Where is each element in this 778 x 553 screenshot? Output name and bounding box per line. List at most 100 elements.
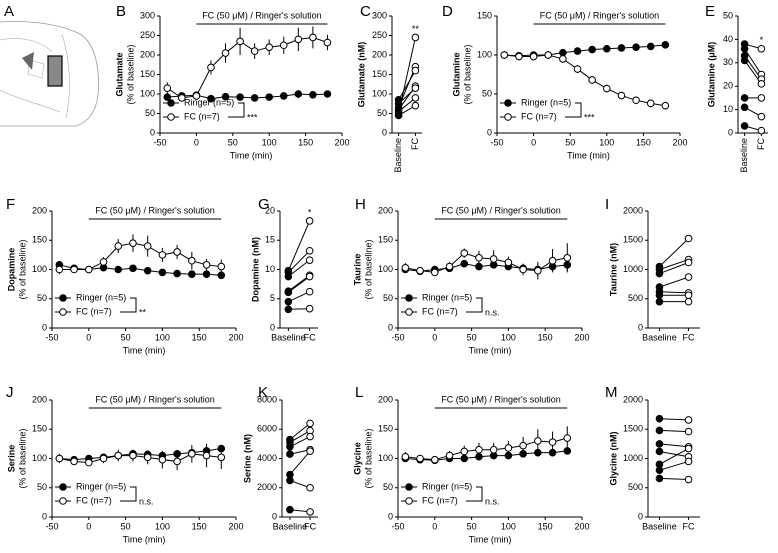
significance-label: * [308, 207, 312, 217]
y-axis-label: Glutamate [114, 52, 124, 96]
panel-letter: H [355, 196, 366, 213]
data-point [306, 483, 314, 492]
data-point [548, 438, 557, 446]
y-tick-label: 8000 [257, 394, 277, 404]
data-point [221, 49, 230, 57]
data-point [515, 52, 523, 61]
legend-marker [405, 483, 413, 491]
y-axis-label: (% of baseline) [363, 239, 373, 299]
x-tick-label: -50 [391, 521, 404, 531]
data-point [188, 256, 196, 265]
data-point [309, 90, 317, 99]
data-point [661, 41, 670, 49]
data-point [173, 457, 181, 466]
data-point [757, 112, 766, 121]
y-tick-label: 50 [723, 10, 733, 20]
data-point [445, 451, 454, 460]
data-point [632, 43, 640, 52]
series-line [405, 252, 568, 273]
data-point [294, 35, 303, 44]
data-point [265, 43, 274, 52]
x-tick-label: 200 [334, 137, 349, 147]
probe-site [47, 55, 63, 87]
data-point [534, 266, 542, 275]
x-axis-label: Time (min) [230, 150, 273, 160]
significance-label: n.s. [485, 496, 500, 506]
data-point [563, 434, 572, 442]
x-tick-label: 100 [155, 332, 170, 342]
data-point [661, 101, 670, 110]
y-tick-label: 0 [382, 127, 387, 137]
data-point [588, 76, 596, 84]
axis [647, 400, 700, 518]
y-tick-label: 200 [32, 205, 47, 215]
x-tick-label: Baseline [739, 138, 749, 173]
data-point [236, 37, 244, 46]
data-point [757, 94, 766, 102]
y-tick-label: 0 [487, 127, 492, 137]
y-axis-label: Dopamine [6, 248, 16, 292]
x-tick-label: 50 [121, 332, 131, 342]
pair-line [659, 477, 689, 481]
significance-bracket [120, 297, 137, 313]
y-tick-label: 0 [638, 322, 643, 332]
panel-letter: J [6, 384, 14, 401]
x-tick-label: 200 [228, 521, 243, 531]
y-tick-label: 0 [150, 127, 155, 137]
y-tick-label: 2000 [623, 394, 643, 404]
data-point [114, 265, 123, 274]
legend-marker [405, 294, 413, 302]
data-point [207, 94, 215, 103]
y-tick-label: 10 [723, 104, 733, 114]
y-axis-label: Taurine (nM) [608, 243, 618, 296]
y-axis-label: (% of baseline) [462, 44, 472, 104]
y-tick-label: 10 [265, 264, 275, 274]
y-tick-label: 0 [42, 322, 47, 332]
pair-line [289, 450, 311, 475]
data-point [178, 94, 186, 102]
x-axis-label: Time (min) [123, 534, 166, 544]
pair-line [659, 259, 689, 270]
data-point [55, 265, 64, 274]
data-point [559, 55, 567, 63]
data-point [250, 47, 259, 55]
panel-letter: K [258, 384, 268, 401]
legend-marker [405, 497, 413, 505]
x-tick-label: 200 [574, 332, 589, 342]
x-tick-label: 50 [467, 521, 477, 531]
x-tick-label: FC [304, 332, 316, 342]
x-tick-label: 150 [538, 521, 553, 531]
significance-bracket [466, 486, 483, 502]
y-tick-label: 200 [32, 394, 47, 404]
treatment-label: FC (50 μM) / Ringer's solution [202, 10, 321, 20]
data-point [114, 242, 123, 250]
data-point [286, 476, 294, 485]
y-tick-label: 150 [32, 424, 47, 434]
data-point [489, 255, 498, 263]
pair-line [288, 250, 310, 273]
data-point [202, 451, 211, 460]
data-point [684, 475, 693, 484]
data-point [460, 447, 469, 456]
x-tick-label: 0 [432, 521, 437, 531]
y-tick-label: 200 [378, 394, 393, 404]
pair-line [288, 274, 310, 292]
significance-label: *** [247, 112, 258, 122]
y-tick-label: 300 [372, 10, 387, 20]
x-tick-label: FC [410, 138, 420, 150]
x-tick-label: 0 [194, 137, 199, 147]
x-tick-label: 50 [228, 137, 238, 147]
data-point [740, 94, 749, 102]
y-axis-label: (% of baseline) [363, 428, 373, 488]
data-point [411, 33, 420, 42]
y-tick-label: 100 [378, 453, 393, 463]
y-tick-label: 20 [265, 205, 275, 215]
legend-label: Ringer (n=5) [521, 97, 571, 107]
data-point [221, 92, 230, 101]
panel-letter: A [4, 3, 14, 20]
pair-line [744, 48, 762, 75]
y-tick-label: 100 [140, 88, 155, 98]
brain-structure [0, 33, 70, 119]
panel-letter: I [605, 196, 609, 213]
x-tick-label: -50 [490, 137, 503, 147]
